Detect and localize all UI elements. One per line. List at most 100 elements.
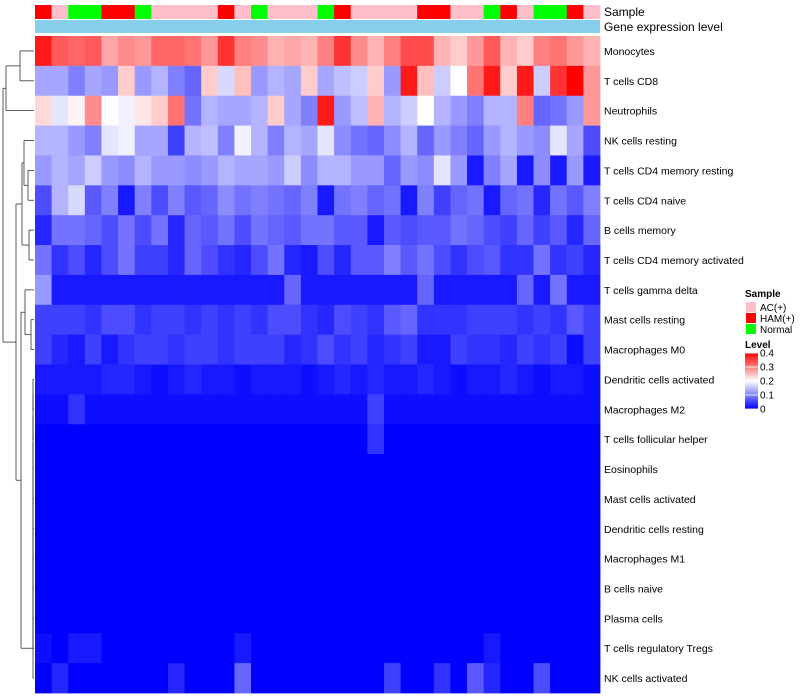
heatmap-cell bbox=[317, 125, 335, 156]
heatmap-cell bbox=[467, 364, 485, 395]
heatmap-cell bbox=[350, 334, 368, 365]
heatmap-cell bbox=[68, 573, 86, 604]
heatmap-cell bbox=[284, 304, 302, 336]
heatmap-cell bbox=[35, 394, 53, 425]
heatmap-cell bbox=[533, 483, 551, 515]
heatmap-cell bbox=[167, 215, 185, 246]
heatmap-cell bbox=[101, 454, 119, 485]
heatmap-cell bbox=[433, 36, 451, 67]
row-label: T cells CD4 memory resting bbox=[604, 165, 733, 177]
heatmap-cell bbox=[35, 663, 53, 694]
heatmap-cell bbox=[84, 215, 102, 246]
heatmap-cell bbox=[483, 334, 501, 365]
heatmap-cell bbox=[566, 125, 584, 156]
heatmap-cell bbox=[583, 334, 601, 365]
heatmap-cell bbox=[367, 394, 385, 425]
heatmap-cell bbox=[400, 334, 418, 365]
heatmap-cell bbox=[383, 663, 401, 694]
heatmap-cell bbox=[583, 573, 601, 604]
row-label: Plasma cells bbox=[604, 613, 663, 625]
heatmap-cell bbox=[367, 245, 385, 276]
heatmap-cell bbox=[118, 274, 136, 306]
heatmap-cell bbox=[134, 95, 152, 126]
heatmap-cell bbox=[217, 215, 235, 246]
heatmap-cell bbox=[533, 95, 551, 126]
heatmap-cell bbox=[367, 334, 385, 365]
sample-annotation-cell bbox=[533, 5, 551, 19]
heatmap-cell bbox=[134, 633, 152, 664]
heatmap-cell bbox=[334, 424, 352, 455]
heatmap-cell bbox=[134, 215, 152, 246]
heatmap-cell bbox=[383, 36, 401, 67]
heatmap-cell bbox=[566, 65, 584, 97]
heatmap-cell bbox=[400, 543, 418, 574]
heatmap-cell bbox=[35, 573, 53, 604]
heatmap-cell bbox=[566, 215, 584, 246]
heatmap-cell bbox=[550, 155, 568, 186]
heatmap-cell bbox=[234, 245, 252, 276]
heatmap-cell bbox=[167, 245, 185, 276]
heatmap-cell bbox=[251, 603, 269, 634]
heatmap-cell bbox=[184, 334, 202, 365]
row-label: Macrophages M0 bbox=[604, 345, 685, 357]
heatmap-cell bbox=[151, 245, 169, 276]
sample-annotation-cell bbox=[483, 5, 501, 19]
heatmap-cell bbox=[251, 95, 269, 126]
heatmap-cell bbox=[433, 663, 451, 694]
heatmap-cell bbox=[51, 245, 69, 276]
heatmap-cell bbox=[118, 215, 136, 246]
heatmap-cell bbox=[317, 513, 335, 545]
heatmap-cell bbox=[500, 215, 518, 246]
heatmap-cell bbox=[400, 274, 418, 306]
heatmap-cell bbox=[51, 334, 69, 365]
heatmap-cell bbox=[417, 95, 435, 126]
row-label: Monocytes bbox=[604, 46, 655, 58]
heatmap-cell bbox=[383, 633, 401, 664]
heatmap-cell bbox=[417, 364, 435, 395]
heatmap-cell bbox=[35, 334, 53, 365]
heatmap-cell bbox=[184, 513, 202, 545]
gene-expression-annotation-label: Gene expression level bbox=[604, 20, 723, 34]
legend-tick-label: 0.3 bbox=[760, 363, 774, 374]
heatmap-cell bbox=[68, 454, 86, 485]
heatmap-cell bbox=[217, 65, 235, 97]
heatmap-cell bbox=[201, 65, 219, 97]
heatmap-cell bbox=[201, 394, 219, 425]
heatmap-cell bbox=[417, 543, 435, 574]
heatmap-cell bbox=[134, 334, 152, 365]
heatmap-cell bbox=[251, 573, 269, 604]
sample-annotation-cell bbox=[367, 5, 385, 19]
heatmap-cell bbox=[234, 424, 252, 455]
heatmap-cell bbox=[533, 215, 551, 246]
heatmap-cell bbox=[533, 65, 551, 97]
row-label: T cells CD8 bbox=[604, 76, 658, 88]
heatmap-cell bbox=[167, 513, 185, 545]
heatmap-cell bbox=[334, 543, 352, 574]
heatmap-cell bbox=[500, 603, 518, 634]
heatmap-cell bbox=[118, 304, 136, 336]
heatmap-cell bbox=[433, 65, 451, 97]
heatmap-cell bbox=[234, 215, 252, 246]
heatmap-cell bbox=[500, 424, 518, 455]
heatmap-cell bbox=[184, 274, 202, 306]
row-label: Neutrophils bbox=[604, 106, 657, 118]
heatmap-cell bbox=[317, 394, 335, 425]
heatmap-cell bbox=[35, 65, 53, 97]
heatmap-cell bbox=[68, 424, 86, 455]
heatmap-cell bbox=[134, 274, 152, 306]
heatmap-cell bbox=[566, 364, 584, 395]
heatmap-cell bbox=[383, 394, 401, 425]
heatmap-cell bbox=[118, 663, 136, 694]
heatmap-cell bbox=[566, 185, 584, 216]
heatmap-cell bbox=[201, 125, 219, 156]
heatmap-cell bbox=[284, 155, 302, 186]
heatmap-cell bbox=[367, 424, 385, 455]
heatmap-cell bbox=[350, 573, 368, 604]
heatmap-cell bbox=[550, 95, 568, 126]
heatmap-cell bbox=[217, 663, 235, 694]
heatmap-cell bbox=[134, 394, 152, 425]
heatmap-cell bbox=[201, 245, 219, 276]
heatmap-cell bbox=[167, 185, 185, 216]
heatmap-cell bbox=[201, 454, 219, 485]
heatmap-cell bbox=[566, 36, 584, 67]
